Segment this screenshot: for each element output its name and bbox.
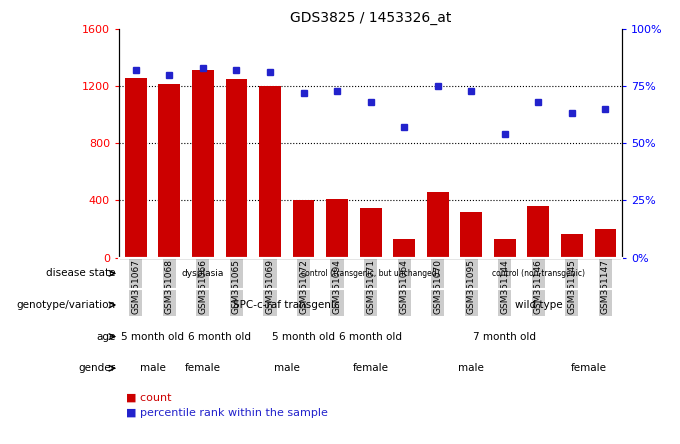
Bar: [326, 199, 348, 258]
Bar: [494, 239, 515, 258]
Text: dysplasia: dysplasia: [182, 269, 224, 278]
Text: male: male: [274, 363, 300, 373]
Text: wild type: wild type: [515, 300, 562, 310]
Text: 7 month old: 7 month old: [473, 332, 537, 341]
Text: disease state: disease state: [46, 268, 116, 278]
Bar: [292, 200, 314, 258]
Text: age: age: [97, 332, 116, 341]
Bar: [360, 207, 381, 258]
Text: control (non-transgenic): control (non-transgenic): [492, 269, 585, 278]
Bar: [192, 70, 214, 258]
Bar: [594, 229, 616, 258]
Text: SPC-c-raf transgenic: SPC-c-raf transgenic: [233, 300, 340, 310]
Text: 5 month old: 5 month old: [272, 332, 335, 341]
Text: genotype/variation: genotype/variation: [16, 300, 116, 310]
Text: gender: gender: [79, 363, 116, 373]
Bar: [427, 192, 449, 258]
Bar: [460, 212, 482, 258]
Text: ■ count: ■ count: [126, 392, 171, 402]
Bar: [158, 84, 180, 258]
Text: ■ percentile rank within the sample: ■ percentile rank within the sample: [126, 408, 328, 418]
Text: female: female: [571, 363, 607, 373]
Bar: [528, 206, 549, 258]
Text: female: female: [353, 363, 388, 373]
Text: 6 month old: 6 month old: [339, 332, 402, 341]
Text: male: male: [458, 363, 484, 373]
Text: 5 month old: 5 month old: [121, 332, 184, 341]
Text: 6 month old: 6 month old: [188, 332, 251, 341]
Bar: [259, 86, 281, 258]
Bar: [125, 78, 147, 258]
Text: control (transgenic, but unchanged): control (transgenic, but unchanged): [301, 269, 440, 278]
Text: female: female: [185, 363, 221, 373]
Text: male: male: [139, 363, 165, 373]
Bar: [226, 79, 248, 258]
Bar: [561, 234, 583, 258]
Bar: [393, 239, 415, 258]
Title: GDS3825 / 1453326_at: GDS3825 / 1453326_at: [290, 11, 452, 25]
